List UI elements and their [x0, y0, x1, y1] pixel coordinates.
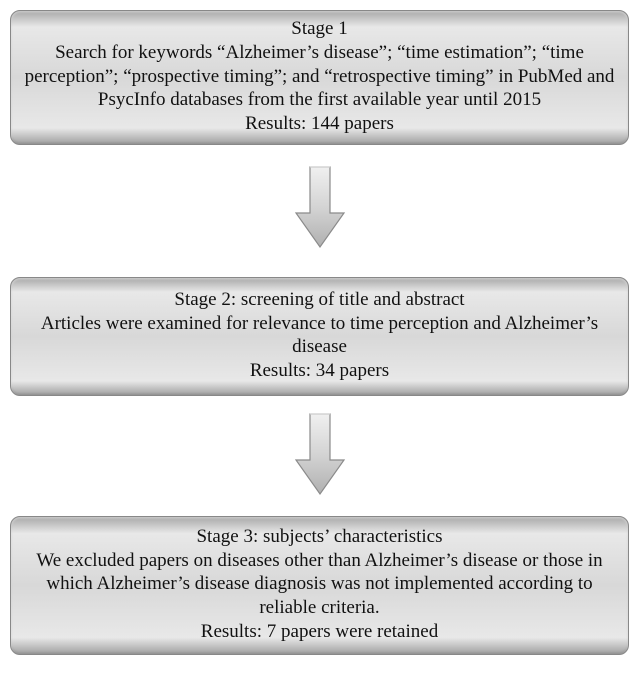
stage-1-title: Stage 1	[23, 17, 616, 41]
stage-1-results: Results: 144 papers	[23, 112, 616, 136]
stage-2-body: Articles were examined for relevance to …	[41, 313, 598, 358]
stage-3-box: Stage 3: subjects’ characteristics We ex…	[10, 516, 629, 655]
stage-2-box: Stage 2: screening of title and abstract…	[10, 277, 629, 396]
arrow-1	[10, 165, 629, 251]
stage-1-body: Search for keywords “Alzheimer’s disease…	[25, 42, 615, 111]
stage-3-title: Stage 3: subjects’ characteristics	[23, 525, 616, 549]
arrow-2	[10, 412, 629, 498]
stage-2-title: Stage 2: screening of title and abstract	[23, 288, 616, 312]
stage-3-body: We excluded papers on diseases other tha…	[36, 550, 602, 619]
stage-3-results: Results: 7 papers were retained	[23, 620, 616, 644]
stage-1-box: Stage 1 Search for keywords “Alzheimer’s…	[10, 10, 629, 145]
arrow-down-icon	[292, 165, 348, 251]
stage-2-results: Results: 34 papers	[23, 359, 616, 383]
arrow-down-icon	[292, 412, 348, 498]
